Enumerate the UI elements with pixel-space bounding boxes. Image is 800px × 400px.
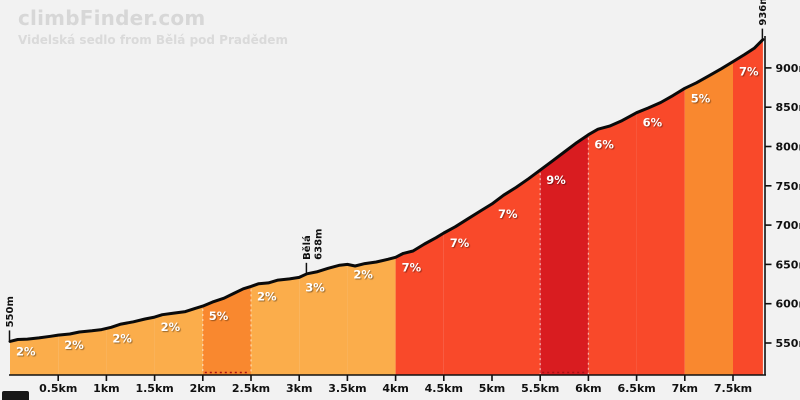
elevation-line [8,38,765,343]
x-axis-tick-label: 6km [575,382,601,395]
gradient-label: 3% [305,280,325,294]
gradient-segment [588,112,637,375]
gradient-segment [733,39,763,375]
gradient-segment [395,233,444,375]
gradient-segment [492,170,541,375]
y-axis-tick-label: 800m [776,141,800,154]
gradient-segment [202,286,251,375]
gradient-segment [443,203,492,375]
gradient-segment [251,277,300,375]
gradient-segment [10,335,59,375]
x-axis-tick-label: 3.5km [328,382,366,395]
y-axis-tick-label: 600m [776,298,800,311]
x-axis-tick-label: 6.5km [617,382,655,395]
gradient-label: 2% [353,267,373,281]
gradient-label: 5% [691,91,711,105]
x-axis-tick-label: 2km [190,382,216,395]
x-axis-tick-label: 2.5km [232,382,270,395]
x-axis-tick-label: 1km [93,382,119,395]
y-axis-tick-label: 900m [776,62,800,75]
gradient-label: 5% [209,309,229,323]
climb-route-subtitle: Videlská sedlo from Bělá pod Pradědem [18,33,288,47]
gradient-segment [106,317,155,375]
x-axis-tick-label: 7.5km [714,382,752,395]
y-axis-tick-label: 850m [776,101,800,114]
gradient-label: 7% [739,65,759,79]
y-axis-tick-label: 550m [776,337,800,350]
bottom-left-chip [2,391,29,400]
gradient-label: 6% [643,116,663,130]
gradient-label: 7% [402,260,422,274]
gradient-segment [154,306,203,375]
gradient-segment [347,257,396,375]
gradient-label: 2% [161,320,181,334]
x-axis-tick-label: 5km [479,382,505,395]
gradient-label: 2% [112,331,132,345]
gradient-label: 2% [257,289,277,303]
gradient-segment [299,264,348,375]
start-elevation-marker-label: 550m [5,296,16,327]
header: climbFinder.com Videlská sedlo from Bělá… [18,6,288,47]
x-axis-tick-label: 1.5km [135,382,173,395]
x-axis-tick-label: 3km [286,382,312,395]
x-axis-tick-label: 7km [672,382,698,395]
gradient-segment [636,88,685,376]
y-axis-tick-label: 700m [776,219,800,232]
gradient-label: 6% [594,138,614,152]
gradient-label: 9% [546,173,566,187]
gradient-segment [58,328,107,375]
summit-elevation-marker-label: 936m [758,0,769,26]
gradient-label: 2% [16,344,36,358]
gradient-label: 7% [450,236,470,250]
gradient-segment [540,134,589,375]
mid-waypoint-marker-label: Bělá [301,235,313,260]
x-axis-tick-label: 5.5km [521,382,559,395]
x-axis-tick-label: 4km [382,382,408,395]
x-axis-tick-label: 4.5km [425,382,463,395]
gradient-label: 2% [64,338,84,352]
x-axis-tick-label: 0.5km [39,382,77,395]
mid-waypoint-marker-label: 638m [313,229,324,260]
gradient-segment [684,61,733,375]
y-axis-tick-label: 650m [776,258,800,271]
y-axis-tick-label: 750m [776,180,800,193]
brand-logo-text: climbFinder.com [18,6,206,30]
gradient-label: 7% [498,207,518,221]
